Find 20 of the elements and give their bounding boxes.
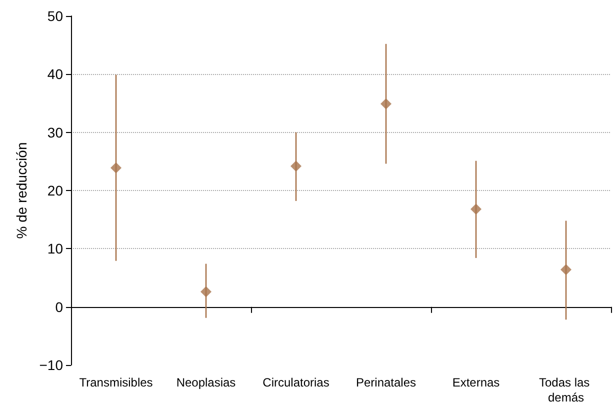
point — [560, 264, 572, 276]
y-tick-label: 0 — [55, 298, 64, 315]
point — [470, 204, 482, 215]
x-tick-label: Externas — [452, 376, 500, 390]
point — [380, 98, 392, 110]
y-tick-label: 20 — [47, 182, 64, 198]
point — [110, 162, 122, 174]
y-axis-title: % de reducción — [13, 142, 30, 239]
x-tick-label: Circulatorias — [262, 376, 330, 390]
y-tick-label: −10 — [39, 357, 64, 373]
x-tick-label: Transmisibles — [79, 376, 153, 390]
x-tick-label: Todas las demás — [538, 376, 594, 404]
y-tick-label: 10 — [47, 240, 64, 257]
y-tick-label: 30 — [47, 124, 64, 140]
y-tick-label: 40 — [47, 66, 64, 82]
point — [200, 286, 212, 298]
y-tick-label: 50 — [47, 8, 64, 24]
x-tick-label: Neoplasias — [176, 376, 236, 390]
point — [290, 160, 302, 172]
x-tick-label: Perinatales — [356, 376, 416, 390]
